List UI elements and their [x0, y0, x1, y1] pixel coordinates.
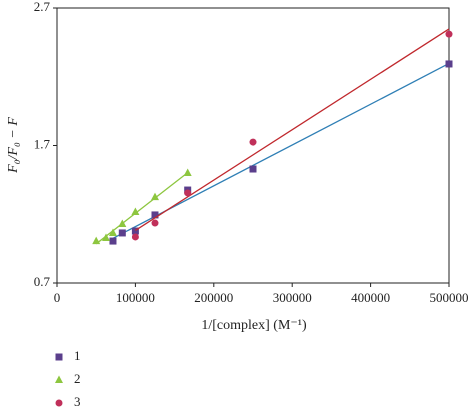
data-point	[151, 192, 159, 201]
data-point	[109, 237, 117, 245]
data-point	[102, 233, 110, 242]
y-tick-label: 0.7	[34, 274, 51, 289]
legend-marker	[55, 375, 63, 383]
legend-label: 3	[74, 394, 81, 409]
data-point	[151, 219, 159, 227]
data-point	[249, 138, 257, 146]
x-tick-label: 0	[54, 290, 61, 305]
data-point	[108, 228, 117, 236]
y-axis-title: F₀/F₀ − F	[6, 117, 21, 174]
x-tick-label: 100000	[116, 290, 155, 305]
x-tick-label: 400000	[351, 290, 390, 305]
legend-marker	[55, 353, 63, 361]
legend-label: 2	[74, 371, 81, 386]
data-point	[131, 227, 139, 235]
data-point	[92, 236, 101, 245]
x-tick-label: 200000	[194, 290, 233, 305]
y-tick-label: 1.7	[34, 136, 51, 151]
data-point	[118, 219, 127, 228]
x-tick-label: 500000	[430, 290, 469, 305]
legend-marker	[55, 399, 63, 407]
data-point	[131, 233, 139, 241]
data-point	[151, 211, 159, 219]
data-point	[445, 30, 453, 38]
trend-line	[95, 172, 189, 245]
data-point	[184, 189, 192, 197]
y-tick-label: 2.7	[34, 0, 51, 14]
data-point	[445, 60, 453, 68]
data-point	[183, 168, 192, 176]
data-point	[131, 207, 140, 216]
data-point	[118, 229, 126, 237]
legend-label: 1	[74, 348, 81, 363]
x-axis-title: 1/[complex] (M⁻¹)	[201, 318, 307, 333]
trend-line	[135, 28, 450, 232]
data-point	[249, 165, 257, 173]
x-tick-label: 300000	[273, 290, 312, 305]
